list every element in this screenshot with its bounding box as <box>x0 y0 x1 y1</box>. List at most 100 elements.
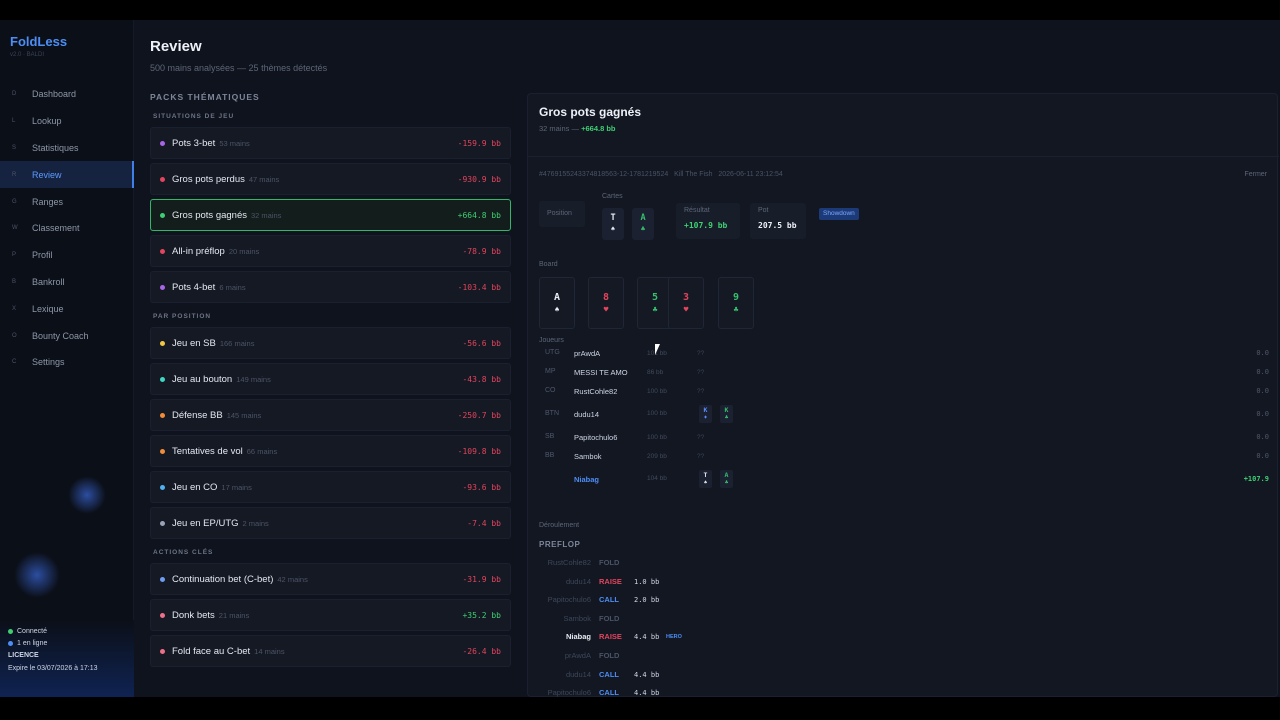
player-cards-unknown: ?? <box>697 453 705 460</box>
pack-row[interactable]: Gros pots perdus 47 mains -930.9 bb <box>150 163 511 195</box>
pack-row[interactable]: Tentatives de vol 66 mains -109.8 bb <box>150 435 511 467</box>
page-subtitle: 500 mains analysées — 25 thèmes détectés <box>150 63 328 73</box>
player-cards-unknown: ?? <box>697 434 705 441</box>
pack-count: 42 mains <box>277 574 308 584</box>
online-label: 1 en ligne <box>17 639 48 647</box>
pack-row[interactable]: Jeu en SB 166 mains -56.6 bb <box>150 327 511 359</box>
card-suit-icon: ♣ <box>733 305 739 314</box>
sidebar-item-review[interactable]: R Review <box>0 161 134 189</box>
pack-row[interactable]: Défense BB 145 mains -250.7 bb <box>150 399 511 431</box>
pack-name: Donk bets <box>172 609 215 621</box>
pack-row[interactable]: Jeu en CO 17 mains -93.6 bb <box>150 471 511 503</box>
section-heading: ACTIONS CLÉS <box>153 549 214 556</box>
action-player: prAwdA <box>564 650 591 660</box>
hand-meta: #4769155243374818563-12-1781219524 Kill … <box>539 171 783 178</box>
pack-value: -930.9 bb <box>457 174 501 184</box>
action-player: Sambok <box>563 613 591 623</box>
player-position: BTN <box>545 410 559 417</box>
nav-shortcut-key: R <box>12 171 17 178</box>
sidebar-item-classement[interactable]: W Classement <box>0 215 134 242</box>
action-player: Papitochulo6 <box>547 595 591 605</box>
pack-color-dot-icon <box>160 648 165 654</box>
mouse-cursor-icon <box>655 344 660 355</box>
player-result: +107.9 <box>1243 475 1269 483</box>
pack-count: 20 mains <box>228 246 260 256</box>
sidebar-item-settings[interactable]: C Settings <box>0 349 134 376</box>
pack-row[interactable]: Fold face au C-bet 14 mains -26.4 bb <box>150 635 511 667</box>
pot-box: Pot 207.5 bb <box>750 203 806 239</box>
sidebar-item-label: Bankroll <box>32 276 65 287</box>
sidebar-item-statistiques[interactable]: S Statistiques <box>0 135 134 162</box>
sidebar-item-bounty-coach[interactable]: O Bounty Coach <box>0 322 134 349</box>
pack-row[interactable]: All-in préflop 20 mains -78.9 bb <box>150 235 511 267</box>
sidebar-item-label: Bounty Coach <box>32 330 89 341</box>
pack-row[interactable]: Donk bets 21 mains +35.2 bb <box>150 599 511 631</box>
pack-count: 145 mains <box>226 410 262 420</box>
action-player: Papitochulo6 <box>547 688 591 697</box>
pack-row[interactable]: Continuation bet (C-bet) 42 mains -31.9 bb <box>150 563 511 595</box>
page-title: Review <box>150 38 202 55</box>
pack-row[interactable]: Pots 4-bet 6 mains -103.4 bb <box>150 271 511 303</box>
player-result: 0.0 <box>1256 410 1269 418</box>
pack-name: Tentatives de vol <box>172 445 243 457</box>
sidebar-item-label: Classement <box>32 223 80 234</box>
section-heading: SITUATIONS DE JEU <box>153 113 235 120</box>
player-card: T ♠ <box>699 470 712 488</box>
pack-name: Jeu en EP/UTG <box>172 517 239 529</box>
hero-cards-box: Cartes T ♠ A ♣ <box>594 191 666 247</box>
sidebar-item-label: Ranges <box>32 196 64 207</box>
pack-value: -56.6 bb <box>462 338 501 348</box>
action-amount: 1.0 bb <box>634 577 660 586</box>
pack-name: All-in préflop <box>172 245 225 257</box>
player-position: CO <box>545 387 556 394</box>
sidebar-item-dashboard[interactable]: D Dashboard <box>0 81 134 108</box>
nav-shortcut-key: C <box>12 359 17 366</box>
pack-row[interactable]: Jeu au bouton 149 mains -43.8 bb <box>150 363 511 395</box>
player-row: Niabag 104 bb +107.9 T ♠ A ♣ <box>539 466 1269 493</box>
pack-count: 166 mains <box>219 338 255 348</box>
card-suit-icon: ♠ <box>703 480 708 486</box>
player-card: K ♦ <box>699 405 712 423</box>
result-value: +107.9 bb <box>684 221 728 230</box>
card-rank: T <box>610 213 616 223</box>
sidebar-item-ranges[interactable]: G Ranges <box>0 188 134 215</box>
player-result: 0.0 <box>1256 387 1269 395</box>
action-amount: 4.4 bb <box>634 670 660 679</box>
action-type: CALL <box>599 595 619 605</box>
sidebar-item-bankroll[interactable]: B Bankroll <box>0 269 134 296</box>
pack-row[interactable]: Pots 3-bet 53 mains -159.9 bb <box>150 127 511 159</box>
app-window: FoldLess v2.0 · BALDI D Dashboard L Lookup S… <box>0 20 1280 697</box>
card-rank: A <box>640 213 646 223</box>
sidebar-item-lexique[interactable]: X Lexique <box>0 295 134 322</box>
pack-row[interactable]: Gros pots gagnés 32 mains +664.8 bb <box>150 199 511 231</box>
action-type: FOLD <box>599 613 620 623</box>
action-row: Papitochulo6 CALL 2.0 bb <box>539 591 839 610</box>
board-card: 3 ♥ <box>668 277 704 329</box>
pack-name: Défense BB <box>172 409 223 421</box>
card-rank: 3 <box>682 292 690 303</box>
player-position: UTG <box>545 349 560 356</box>
action-row: dudu14 RAISE 1.0 bb <box>539 573 839 592</box>
action-player: RustCohle82 <box>547 558 591 567</box>
pack-count: 6 mains <box>219 282 246 292</box>
card-rank: K <box>724 406 729 414</box>
player-row: SB Papitochulo6 100 bb?? 0.0 <box>539 428 1269 447</box>
action-player: dudu14 <box>565 576 591 586</box>
sidebar-item-profil[interactable]: P Profil <box>0 242 134 269</box>
action-amount: 4.4 bb <box>634 689 660 697</box>
sidebar: FoldLess v2.0 · BALDI D Dashboard L Lookup S… <box>0 20 134 697</box>
pack-value: -31.9 bb <box>462 574 501 584</box>
pack-color-dot-icon <box>160 576 165 582</box>
card-suit-icon: ♣ <box>652 305 658 314</box>
position-box: Position <box>539 201 585 227</box>
player-cards-unknown: ?? <box>697 369 705 376</box>
sidebar-item-lookup[interactable]: L Lookup <box>0 108 134 135</box>
action-type: CALL <box>599 688 619 697</box>
action-row: Papitochulo6 CALL 4.4 bb <box>539 684 839 697</box>
board-label: Board <box>539 261 558 268</box>
close-button[interactable]: Fermer <box>1244 171 1267 178</box>
nav-shortcut-key: B <box>12 278 17 285</box>
action-type: CALL <box>599 669 619 679</box>
pack-row[interactable]: Jeu en EP/UTG 2 mains -7.4 bb <box>150 507 511 539</box>
pack-value: +664.8 bb <box>457 210 501 220</box>
